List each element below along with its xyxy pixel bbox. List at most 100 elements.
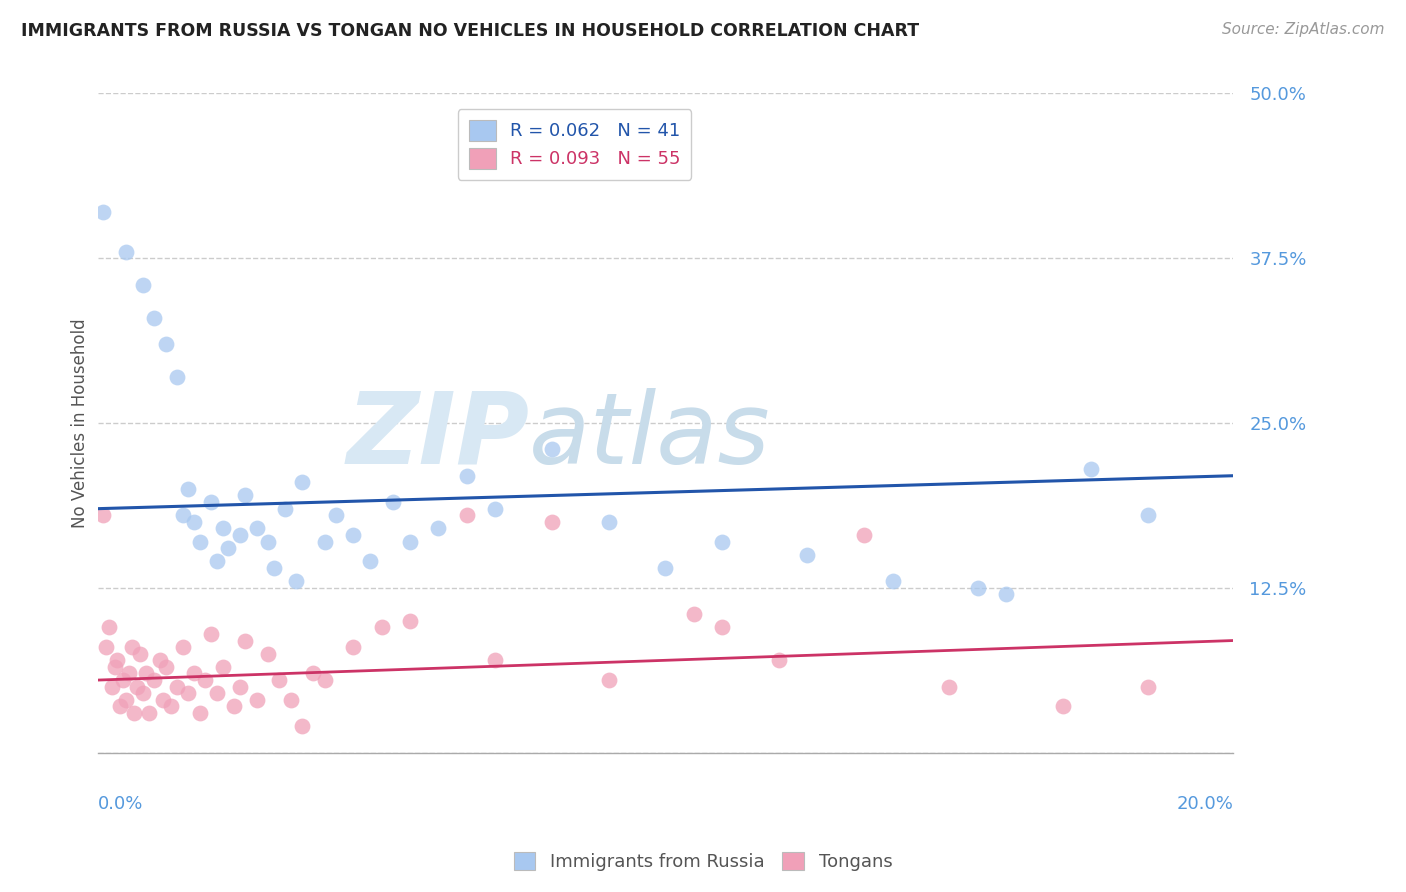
Point [188, 706, 211, 720]
Point [211, 660, 233, 674]
Point [91, 205, 114, 219]
Point [314, 673, 336, 687]
Point [132, 277, 155, 292]
Point [188, 534, 211, 549]
Point [121, 640, 143, 654]
Point [183, 515, 205, 529]
Point [291, 719, 314, 733]
Point [456, 508, 478, 523]
Point [484, 653, 506, 667]
Text: 20.0%: 20.0% [1177, 795, 1233, 813]
Point [302, 666, 325, 681]
Text: 0.0%: 0.0% [97, 795, 143, 813]
Point [91, 508, 114, 523]
Point [342, 640, 364, 654]
Point [257, 534, 280, 549]
Point [233, 633, 256, 648]
Point [399, 614, 422, 628]
Point [152, 693, 174, 707]
Point [100, 680, 122, 694]
Point [325, 508, 347, 523]
Text: ZIP: ZIP [346, 388, 529, 484]
Point [118, 666, 141, 681]
Point [104, 660, 127, 674]
Point [194, 673, 217, 687]
Point [1080, 462, 1102, 476]
Point [233, 488, 256, 502]
Point [143, 310, 166, 325]
Point [107, 653, 129, 667]
Point [200, 627, 222, 641]
Point [598, 673, 620, 687]
Point [274, 501, 297, 516]
Point [160, 699, 183, 714]
Point [285, 574, 308, 589]
Point [132, 686, 155, 700]
Point [882, 574, 904, 589]
Point [112, 673, 135, 687]
Point [127, 680, 149, 694]
Point [166, 369, 188, 384]
Point [177, 686, 200, 700]
Point [938, 680, 960, 694]
Point [263, 561, 285, 575]
Text: IMMIGRANTS FROM RUSSIA VS TONGAN NO VEHICLES IN HOUSEHOLD CORRELATION CHART: IMMIGRANTS FROM RUSSIA VS TONGAN NO VEHI… [21, 22, 920, 40]
Point [110, 699, 132, 714]
Point [399, 534, 422, 549]
Point [155, 660, 177, 674]
Point [314, 534, 336, 549]
Point [228, 528, 250, 542]
Point [291, 475, 314, 490]
Legend: Immigrants from Russia, Tongans: Immigrants from Russia, Tongans [506, 845, 900, 879]
Point [124, 706, 146, 720]
Point [995, 587, 1018, 601]
Point [1052, 699, 1074, 714]
Legend: R = 0.062   N = 41, R = 0.093   N = 55: R = 0.062 N = 41, R = 0.093 N = 55 [458, 109, 692, 179]
Point [541, 515, 564, 529]
Point [245, 521, 267, 535]
Point [796, 548, 818, 562]
Point [97, 620, 120, 634]
Point [456, 468, 478, 483]
Point [654, 561, 676, 575]
Point [427, 521, 450, 535]
Point [381, 495, 404, 509]
Point [541, 442, 564, 457]
Point [370, 620, 392, 634]
Point [115, 693, 138, 707]
Point [245, 693, 267, 707]
Point [1137, 508, 1160, 523]
Point [228, 680, 250, 694]
Point [217, 541, 239, 556]
Point [257, 647, 280, 661]
Point [205, 686, 228, 700]
Point [149, 653, 172, 667]
Point [342, 528, 364, 542]
Point [135, 666, 157, 681]
Point [155, 337, 177, 351]
Text: atlas: atlas [529, 388, 770, 484]
Point [138, 706, 160, 720]
Point [768, 653, 790, 667]
Point [200, 495, 222, 509]
Y-axis label: No Vehicles in Household: No Vehicles in Household [72, 318, 89, 528]
Point [269, 673, 291, 687]
Point [205, 554, 228, 568]
Point [966, 581, 988, 595]
Point [172, 640, 194, 654]
Point [711, 534, 734, 549]
Point [682, 607, 704, 622]
Point [172, 508, 194, 523]
Point [183, 666, 205, 681]
Point [1137, 680, 1160, 694]
Point [359, 554, 381, 568]
Point [280, 693, 302, 707]
Point [177, 482, 200, 496]
Text: Source: ZipAtlas.com: Source: ZipAtlas.com [1222, 22, 1385, 37]
Point [484, 501, 506, 516]
Point [222, 699, 245, 714]
Point [166, 680, 188, 694]
Point [711, 620, 734, 634]
Point [211, 521, 233, 535]
Point [143, 673, 166, 687]
